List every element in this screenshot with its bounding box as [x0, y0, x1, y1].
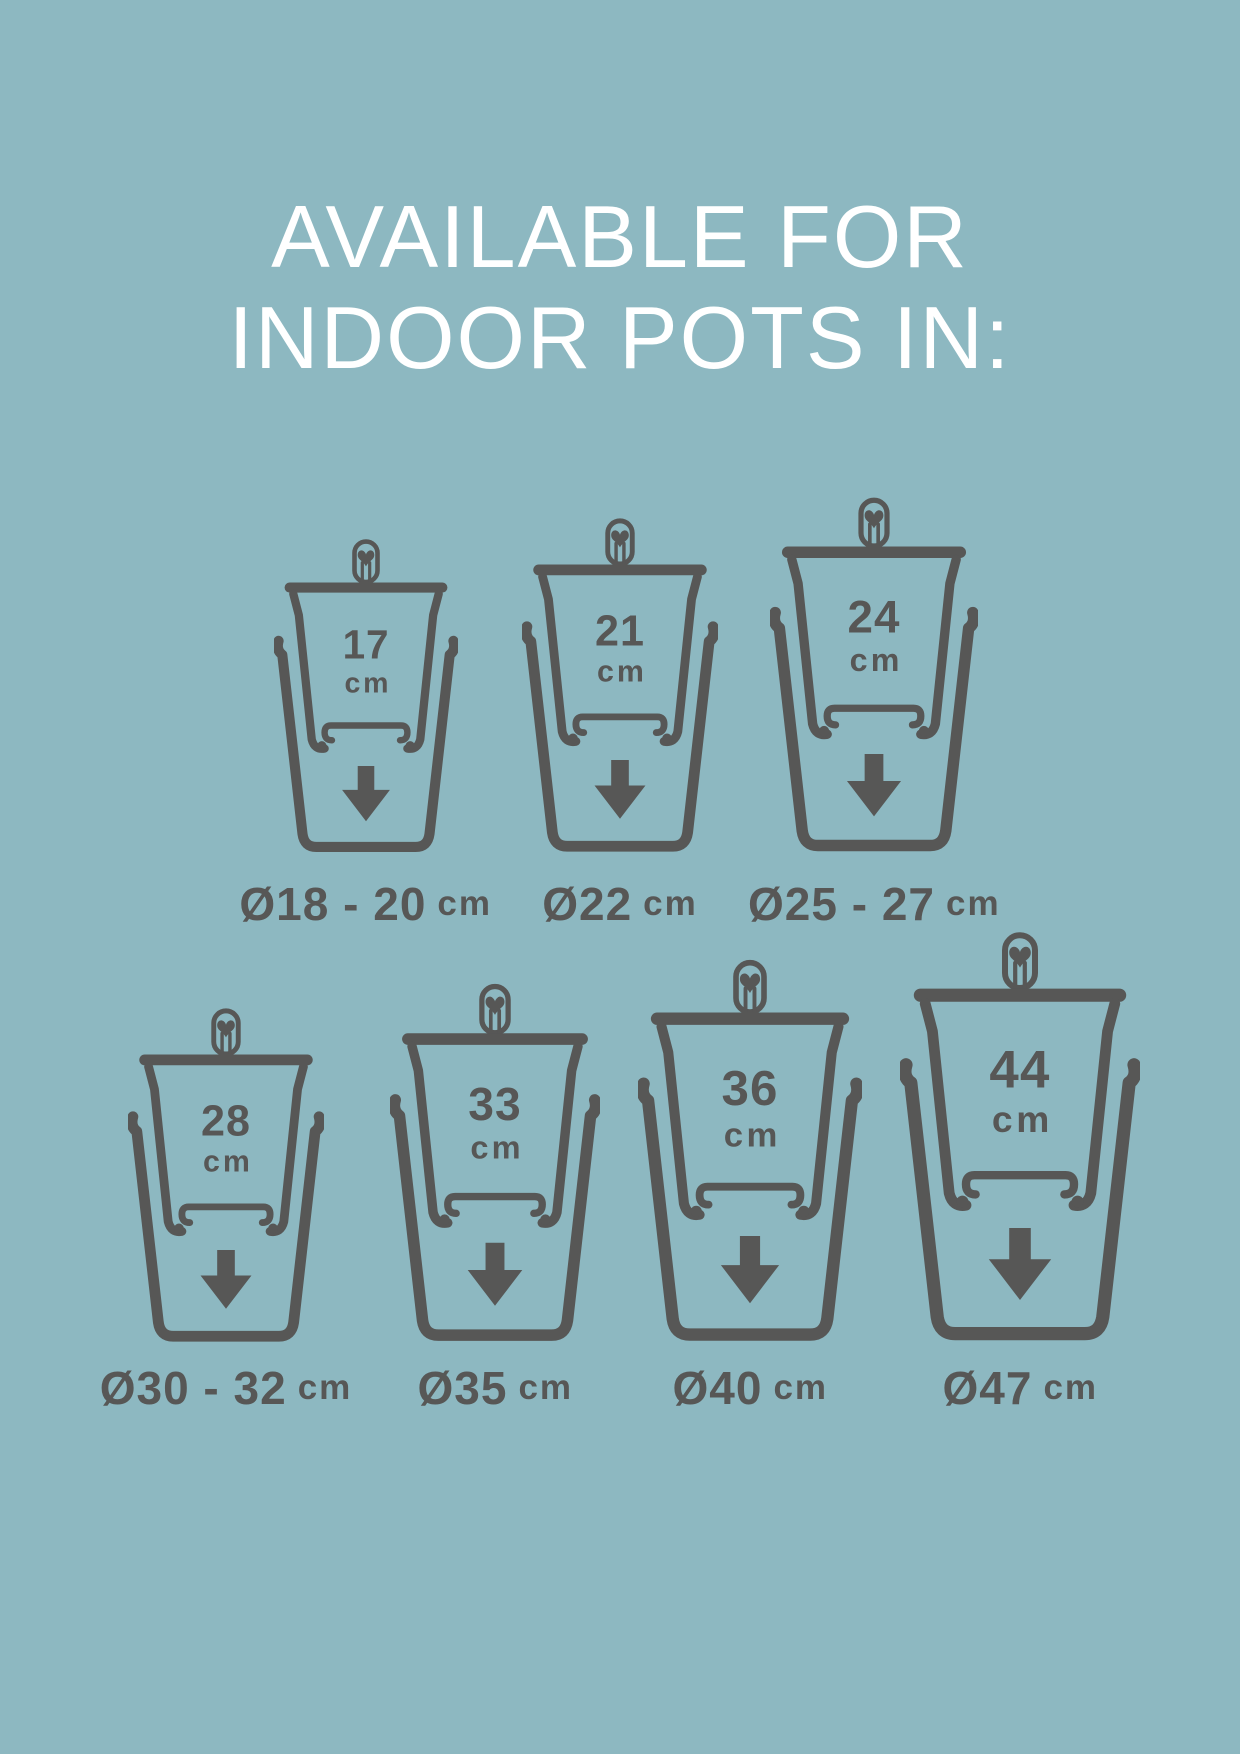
water-level-indicator-icon [351, 539, 380, 590]
outer-diameter-value: Ø18 - 20 [239, 878, 427, 930]
outer-diameter-label: Ø25 - 27 cm [748, 858, 1001, 950]
inner-pot-icon [914, 988, 1127, 1211]
outer-pot-icon [522, 621, 718, 852]
inner-pot-icon [782, 546, 967, 740]
outer-pot-icon [638, 1077, 863, 1341]
pot-illustration: 28 cm [128, 1008, 324, 1342]
outer-pot-icon [900, 1058, 1141, 1341]
pot-row-2: 28 cm Ø30 - 32 cm [0, 928, 1240, 1428]
inner-size-value: 24 [848, 591, 901, 642]
pot-diagram: 21 cm Ø22 cm [522, 515, 718, 950]
water-level-indicator-icon [1002, 932, 1039, 998]
down-arrow-icon [341, 766, 390, 822]
inner-size-unit: cm [471, 1130, 524, 1166]
inner-size-value: 28 [201, 1097, 251, 1145]
down-arrow-icon [200, 1250, 252, 1309]
outer-diameter-unit: cm [297, 1368, 353, 1407]
page-title-line-1: AVAILABLE FOR [271, 187, 969, 286]
inner-size-value: 21 [595, 607, 645, 655]
outer-pot-icon [273, 635, 458, 853]
inner-size-unit: cm [992, 1098, 1053, 1140]
pot-illustration: 24 cm [770, 497, 979, 852]
outer-diameter-value: Ø40 [672, 1362, 763, 1414]
inner-pot-icon [402, 1033, 589, 1228]
pot-illustration: 17 cm [273, 539, 458, 853]
water-level-indicator-icon [733, 959, 768, 1021]
outer-diameter-label: Ø30 - 32 cm [100, 1348, 353, 1428]
outer-diameter-unit: cm [643, 884, 698, 923]
outer-diameter-unit: cm [773, 1368, 829, 1407]
pot-diagram: 24 cm Ø25 - 27 cm [748, 494, 1001, 950]
outer-diameter-value: Ø30 - 32 [99, 1362, 287, 1414]
outer-diameter-value: Ø47 [942, 1362, 1033, 1414]
pot-illustration: 44 cm [900, 932, 1141, 1341]
outer-diameter-unit: cm [1043, 1368, 1099, 1407]
outer-diameter-unit: cm [518, 1368, 574, 1407]
water-level-indicator-icon [479, 983, 512, 1041]
pot-diagram: 33 cm Ø35 cm [390, 980, 601, 1428]
outer-pot-icon [128, 1111, 324, 1342]
outer-diameter-label: Ø40 cm [673, 1348, 829, 1428]
down-arrow-icon [594, 760, 646, 819]
outer-diameter-value: Ø25 - 27 [748, 878, 935, 930]
inner-size-value: 17 [342, 621, 389, 667]
pot-diagram: 17 cm Ø18 - 20 cm [239, 536, 492, 950]
water-level-indicator-icon [211, 1008, 241, 1062]
inner-size-unit: cm [850, 642, 903, 678]
inner-size-unit: cm [724, 1116, 781, 1154]
inner-pot-icon [533, 564, 707, 747]
page-title: AVAILABLE FOR INDOOR POTS IN: [0, 186, 1240, 388]
outer-diameter-label: Ø22 cm [542, 858, 698, 950]
pot-diagram: 36 cm Ø40 cm [638, 956, 863, 1428]
outer-pot-icon [770, 606, 979, 852]
down-arrow-icon [989, 1228, 1052, 1300]
outer-diameter-label: Ø18 - 20 cm [239, 858, 492, 950]
inner-pot-icon [284, 582, 448, 753]
pot-illustration: 36 cm [638, 959, 863, 1341]
pot-row-1: 17 cm Ø18 - 20 cm [0, 494, 1240, 950]
inner-pot-icon [139, 1054, 313, 1237]
inner-size-value: 36 [722, 1061, 779, 1116]
outer-diameter-unit: cm [946, 884, 1001, 923]
outer-diameter-label: Ø35 cm [418, 1348, 574, 1428]
outer-diameter-label: Ø47 cm [943, 1348, 1099, 1428]
down-arrow-icon [721, 1236, 780, 1304]
inner-size-unit: cm [344, 667, 391, 699]
down-arrow-icon [847, 754, 902, 817]
page-title-line-2: INDOOR POTS IN: [228, 288, 1012, 388]
outer-pot-icon [390, 1094, 601, 1341]
down-arrow-icon [467, 1242, 523, 1306]
inner-size-value: 44 [990, 1041, 1051, 1100]
pot-diagram: 28 cm Ø30 - 32 cm [100, 1005, 353, 1428]
water-level-indicator-icon [858, 497, 890, 555]
inner-size-unit: cm [203, 1145, 253, 1179]
pot-illustration: 33 cm [390, 983, 601, 1341]
inner-pot-icon [651, 1012, 850, 1221]
inner-size-unit: cm [597, 655, 647, 689]
water-level-indicator-icon [605, 518, 635, 572]
inner-size-value: 33 [469, 1078, 522, 1130]
outer-diameter-value: Ø35 [417, 1362, 508, 1414]
outer-diameter-unit: cm [437, 884, 492, 923]
outer-diameter-value: Ø22 [542, 878, 633, 930]
pot-diagram: 44 cm Ø47 cm [900, 928, 1141, 1428]
pot-illustration: 21 cm [522, 518, 718, 852]
